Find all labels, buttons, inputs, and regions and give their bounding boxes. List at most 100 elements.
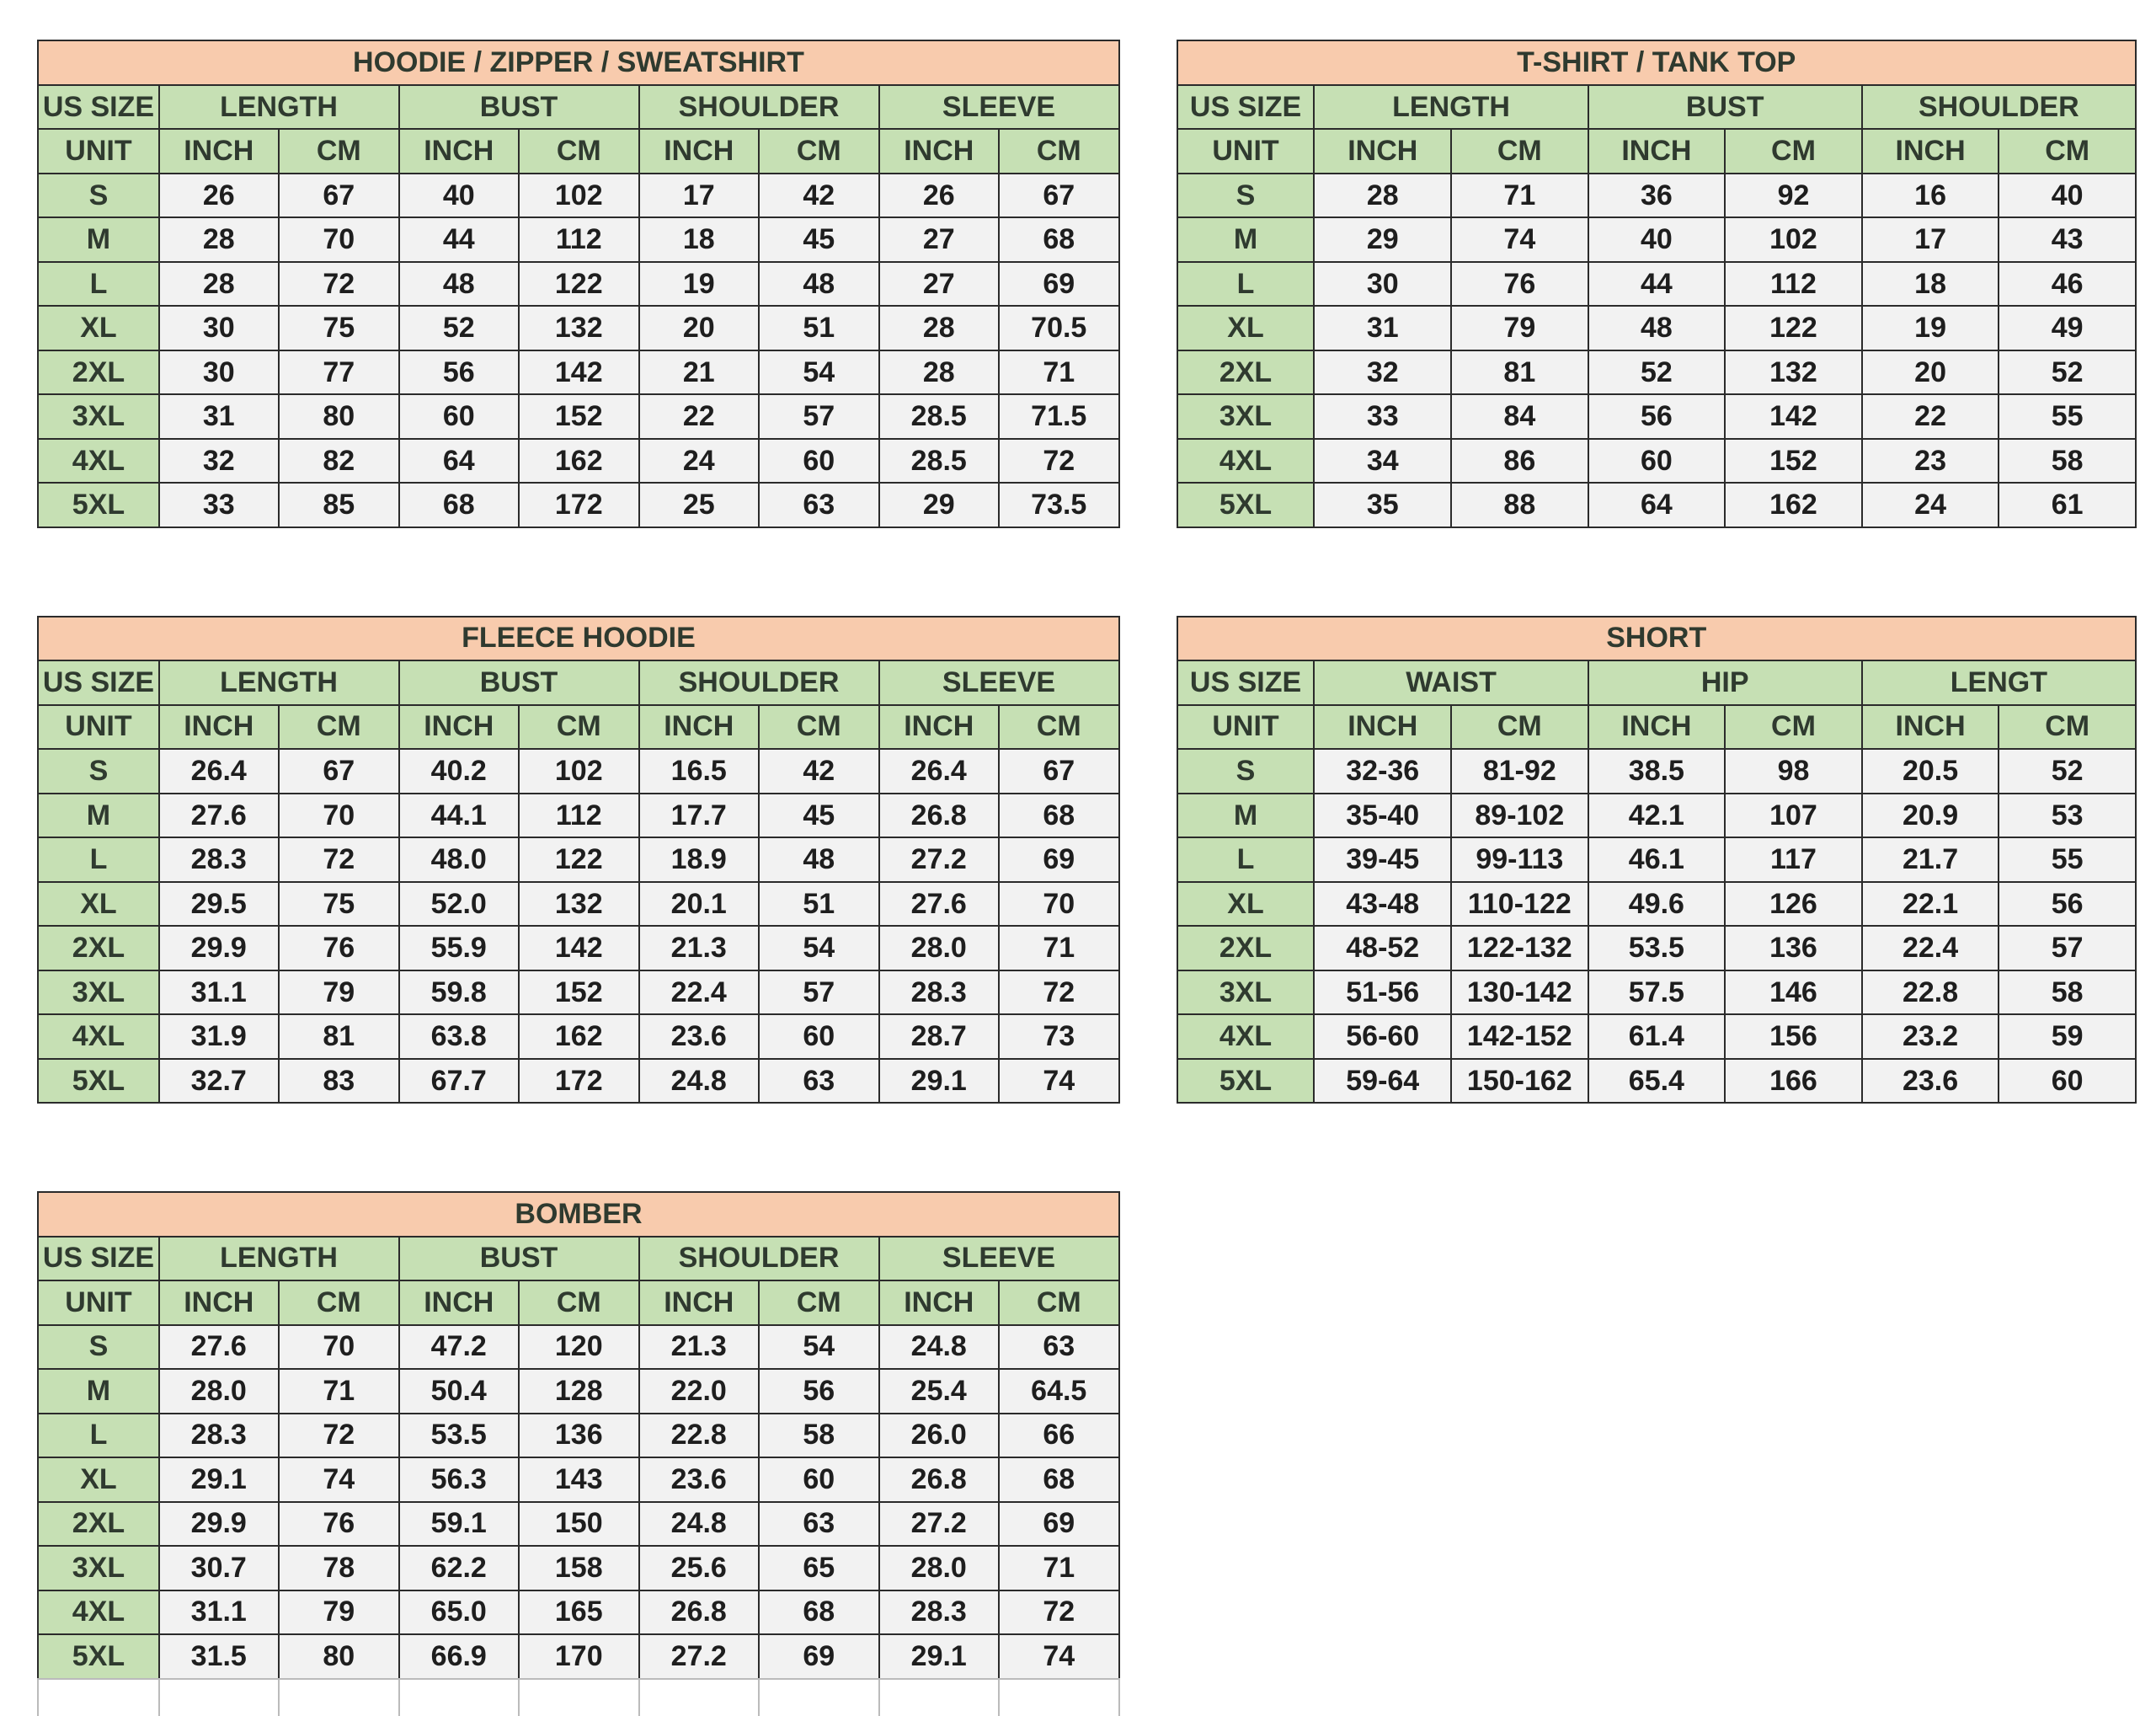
size-value: 21.3 (638, 925, 760, 971)
size-value: 33 (1313, 393, 1453, 440)
size-label: 3XL (1176, 969, 1315, 1016)
size-value: 27.6 (878, 880, 1000, 927)
size-value: 132 (1724, 349, 1863, 396)
size-value: 63 (758, 1500, 880, 1548)
size-value: 66 (998, 1412, 1120, 1459)
size-value: 18 (1860, 260, 2000, 307)
size-value: 72 (998, 437, 1120, 484)
group-header: SHOULDER (638, 660, 880, 706)
size-value: 23.2 (1860, 1013, 2000, 1060)
unit-header: UNIT (37, 128, 160, 174)
size-value: 48 (758, 837, 880, 883)
size-value: 39-45 (1313, 837, 1453, 883)
size-label: M (37, 217, 160, 263)
size-value: 27.2 (638, 1633, 760, 1680)
size-value: 71.5 (998, 393, 1120, 440)
size-value: 60 (758, 1457, 880, 1503)
size-label: S (1176, 172, 1315, 219)
size-value: 128 (518, 1368, 640, 1414)
size-value: 83 (278, 1057, 400, 1104)
size-value: 81 (1450, 349, 1589, 396)
empty-cell (518, 1677, 640, 1716)
size-value: 65 (758, 1545, 880, 1591)
size-value: 102 (1724, 217, 1863, 263)
size-value: 60 (758, 437, 880, 484)
size-value: 38.5 (1587, 748, 1726, 794)
size-label: 4XL (37, 1013, 160, 1060)
size-value: 32 (1313, 349, 1453, 396)
size-value: 156 (1724, 1013, 1863, 1060)
unit-label: CM (1724, 128, 1863, 174)
size-value: 31.5 (157, 1633, 280, 1680)
size-value: 72 (998, 969, 1120, 1016)
size-value: 25.6 (638, 1545, 760, 1591)
size-value: 110-122 (1450, 880, 1589, 927)
size-value: 59.1 (398, 1500, 520, 1548)
size-value: 53.5 (1587, 925, 1726, 971)
size-value: 43 (1998, 217, 2137, 263)
size-value: 77 (278, 349, 400, 396)
size-value: 26.8 (878, 792, 1000, 839)
size-value: 56 (1998, 880, 2137, 927)
size-header: US SIZE (37, 1235, 160, 1282)
size-label: M (1176, 792, 1315, 839)
size-value: 67.7 (398, 1057, 520, 1104)
size-value: 132 (518, 305, 640, 351)
size-value: 82 (278, 437, 400, 484)
size-value: 28 (878, 305, 1000, 351)
size-value: 68 (998, 217, 1120, 263)
size-value: 74 (998, 1057, 1120, 1104)
size-value: 162 (1724, 482, 1863, 528)
size-value: 17 (638, 172, 760, 219)
size-value: 66.9 (398, 1633, 520, 1680)
size-value: 80 (278, 393, 400, 440)
size-value: 24.8 (638, 1500, 760, 1548)
size-value: 52.0 (398, 880, 520, 927)
size-value: 68 (998, 1457, 1120, 1503)
table-title: SHORT (1176, 615, 2137, 662)
size-value: 64 (1587, 482, 1726, 528)
size-value: 29 (1313, 217, 1453, 263)
size-label: 5XL (37, 1057, 160, 1104)
size-value: 26.4 (157, 748, 280, 794)
size-value: 26.8 (638, 1589, 760, 1636)
size-value: 71 (1450, 172, 1589, 219)
size-value: 57 (758, 969, 880, 1016)
size-value: 20.5 (1860, 748, 2000, 794)
size-value: 58 (1998, 437, 2137, 484)
size-value: 52 (1998, 349, 2137, 396)
size-value: 57 (758, 393, 880, 440)
unit-label: CM (278, 703, 400, 751)
empty-cell (878, 1677, 1000, 1716)
size-label: S (37, 748, 160, 794)
size-value: 69 (998, 1500, 1120, 1548)
size-value: 69 (998, 837, 1120, 883)
size-value: 40 (398, 172, 520, 219)
size-value: 67 (278, 748, 400, 794)
size-value: 56.3 (398, 1457, 520, 1503)
group-header: SLEEVE (878, 660, 1120, 706)
size-label: S (37, 172, 160, 219)
unit-header: UNIT (37, 703, 160, 751)
size-value: 71 (998, 349, 1120, 396)
size-value: 28.3 (157, 1412, 280, 1459)
size-value: 170 (518, 1633, 640, 1680)
size-value: 72 (278, 1412, 400, 1459)
size-label: 5XL (1176, 482, 1315, 528)
size-value: 67 (998, 172, 1120, 219)
unit-label: CM (278, 128, 400, 174)
size-value: 172 (518, 482, 640, 528)
size-value: 84 (1450, 393, 1589, 440)
size-label: 5XL (1176, 1057, 1315, 1104)
unit-label: CM (998, 128, 1120, 174)
unit-label: CM (278, 1280, 400, 1326)
unit-label: INCH (878, 1280, 1000, 1326)
size-value: 57.5 (1587, 969, 1726, 1016)
size-value: 26.8 (878, 1457, 1000, 1503)
unit-label: INCH (1313, 128, 1453, 174)
unit-label: INCH (157, 1280, 280, 1326)
size-value: 59-64 (1313, 1057, 1453, 1104)
size-value: 33 (157, 482, 280, 528)
size-value: 43-48 (1313, 880, 1453, 927)
size-label: 5XL (37, 1633, 160, 1680)
